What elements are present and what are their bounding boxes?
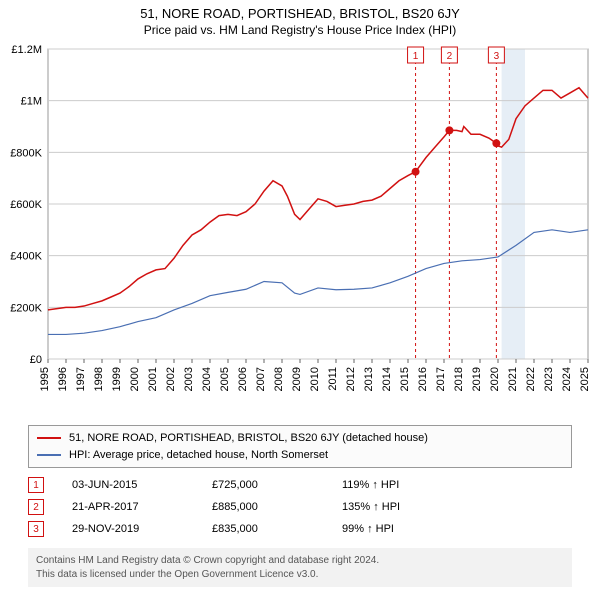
svg-text:£800K: £800K (10, 147, 42, 159)
sale-row: 3 29-NOV-2019 £835,000 99% ↑ HPI (28, 518, 572, 540)
svg-text:£1M: £1M (21, 96, 42, 108)
svg-text:1997: 1997 (75, 367, 87, 391)
sale-price: £835,000 (212, 523, 322, 535)
svg-text:£1.2M: £1.2M (11, 44, 42, 56)
svg-text:2017: 2017 (435, 367, 447, 391)
legend-label: HPI: Average price, detached house, Nort… (69, 447, 328, 464)
svg-text:£0: £0 (30, 354, 42, 366)
svg-text:2009: 2009 (291, 367, 303, 391)
svg-text:1998: 1998 (93, 367, 105, 391)
svg-text:3: 3 (494, 51, 500, 62)
svg-text:2006: 2006 (237, 367, 249, 391)
sale-hpi: 99% ↑ HPI (342, 523, 452, 535)
svg-text:2024: 2024 (561, 367, 573, 391)
svg-text:2014: 2014 (381, 367, 393, 391)
svg-text:2016: 2016 (417, 367, 429, 391)
footer-line-2: This data is licensed under the Open Gov… (36, 568, 564, 582)
sale-price: £725,000 (212, 479, 322, 491)
svg-text:2008: 2008 (273, 367, 285, 391)
svg-text:2000: 2000 (129, 367, 141, 391)
chart-title-sub: Price paid vs. HM Land Registry's House … (0, 23, 600, 37)
svg-text:2022: 2022 (525, 367, 537, 391)
svg-text:2004: 2004 (201, 367, 213, 391)
svg-text:2019: 2019 (471, 367, 483, 391)
svg-text:2: 2 (447, 51, 453, 62)
svg-text:2002: 2002 (165, 367, 177, 391)
svg-text:2018: 2018 (453, 367, 465, 391)
legend-swatch (37, 437, 61, 439)
svg-text:1: 1 (413, 51, 419, 62)
svg-text:£400K: £400K (10, 251, 42, 263)
chart-title-main: 51, NORE ROAD, PORTISHEAD, BRISTOL, BS20… (0, 6, 600, 21)
sale-number-box: 1 (28, 477, 44, 493)
legend-swatch (37, 454, 61, 456)
sales-table: 1 03-JUN-2015 £725,000 119% ↑ HPI 2 21-APR-20… (28, 474, 572, 540)
svg-text:1996: 1996 (57, 367, 69, 391)
sale-date: 29-NOV-2019 (72, 523, 192, 535)
sale-number-box: 2 (28, 499, 44, 515)
svg-text:2001: 2001 (147, 367, 159, 391)
svg-text:£600K: £600K (10, 199, 42, 211)
svg-text:2003: 2003 (183, 367, 195, 391)
svg-text:2021: 2021 (507, 367, 519, 391)
svg-text:£200K: £200K (10, 302, 42, 314)
svg-text:2025: 2025 (579, 367, 591, 391)
svg-text:2010: 2010 (309, 367, 321, 391)
legend-item: HPI: Average price, detached house, Nort… (37, 447, 563, 464)
footer-note: Contains HM Land Registry data © Crown c… (28, 548, 572, 587)
chart-title-block: 51, NORE ROAD, PORTISHEAD, BRISTOL, BS20… (0, 0, 600, 39)
svg-text:2015: 2015 (399, 367, 411, 391)
sale-number-box: 3 (28, 521, 44, 537)
sale-hpi: 119% ↑ HPI (342, 479, 452, 491)
svg-text:2005: 2005 (219, 367, 231, 391)
legend-label: 51, NORE ROAD, PORTISHEAD, BRISTOL, BS20… (69, 430, 428, 447)
chart-area: £0 £200K £400K £600K £800K £1M £1.2M 1995 1996 19… (0, 39, 600, 419)
svg-text:2020: 2020 (489, 367, 501, 391)
svg-text:2007: 2007 (255, 367, 267, 391)
legend-item: 51, NORE ROAD, PORTISHEAD, BRISTOL, BS20… (37, 430, 563, 447)
svg-text:2012: 2012 (345, 367, 357, 391)
footer-line-1: Contains HM Land Registry data © Crown c… (36, 554, 564, 568)
svg-text:2011: 2011 (327, 367, 339, 391)
svg-text:1995: 1995 (39, 367, 51, 391)
sale-date: 21-APR-2017 (72, 501, 192, 513)
sale-date: 03-JUN-2015 (72, 479, 192, 491)
legend: 51, NORE ROAD, PORTISHEAD, BRISTOL, BS20… (28, 425, 572, 468)
svg-text:2023: 2023 (543, 367, 555, 391)
sale-price: £885,000 (212, 501, 322, 513)
line-chart-svg: £0 £200K £400K £600K £800K £1M £1.2M 1995 1996 19… (0, 39, 600, 419)
svg-text:1999: 1999 (111, 367, 123, 391)
sale-row: 2 21-APR-2017 £885,000 135% ↑ HPI (28, 496, 572, 518)
sale-hpi: 135% ↑ HPI (342, 501, 452, 513)
sale-row: 1 03-JUN-2015 £725,000 119% ↑ HPI (28, 474, 572, 496)
svg-text:2013: 2013 (363, 367, 375, 391)
